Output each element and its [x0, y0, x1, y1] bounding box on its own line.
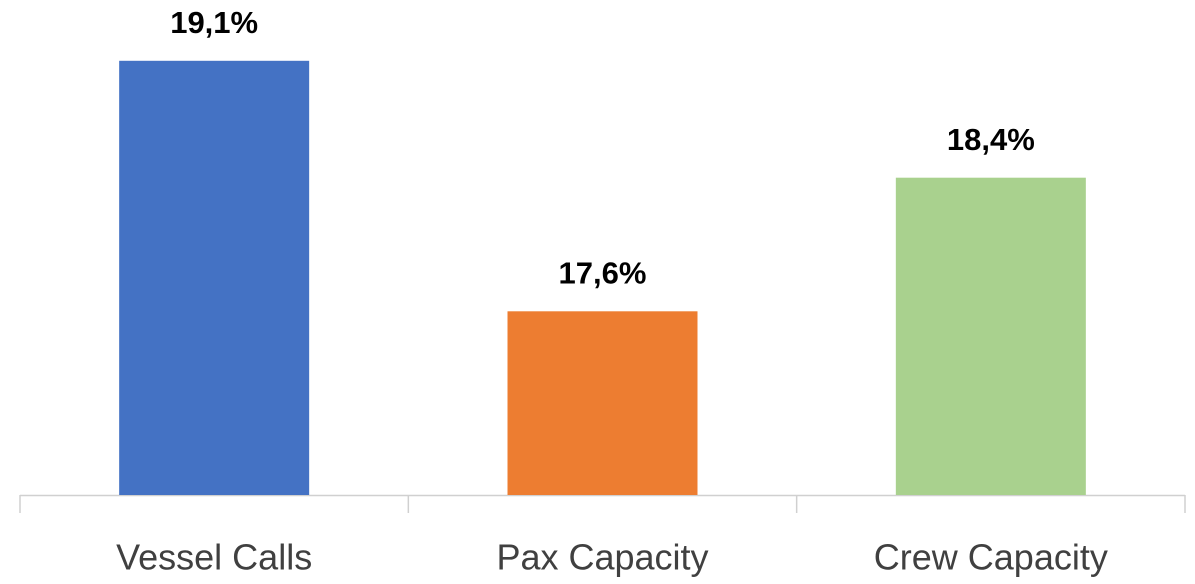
- data-label: 18,4%: [947, 122, 1035, 157]
- bar: [895, 177, 1086, 495]
- bar: [119, 60, 310, 496]
- bar: [507, 311, 698, 495]
- data-label: 19,1%: [170, 5, 258, 40]
- x-tick-label: Crew Capacity: [874, 537, 1108, 578]
- data-label: 17,6%: [559, 255, 647, 290]
- x-tick-label: Pax Capacity: [496, 537, 708, 578]
- x-tick-label: Vessel Calls: [116, 537, 312, 578]
